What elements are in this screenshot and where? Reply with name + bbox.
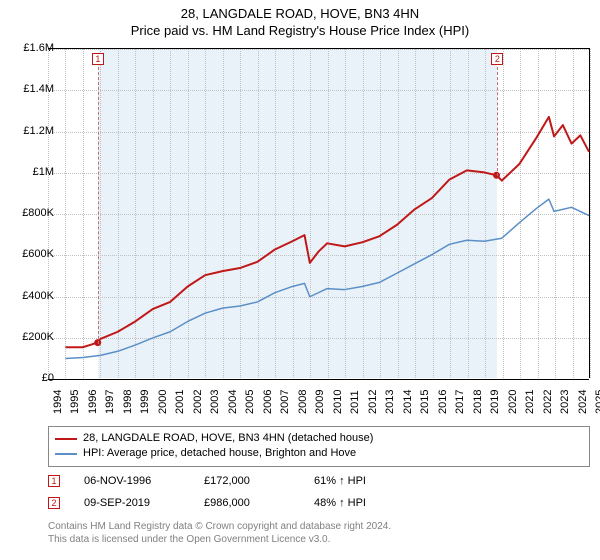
x-tick-label: 2001 [174,390,186,414]
legend-row-hpi: HPI: Average price, detached house, Brig… [55,446,583,461]
legend-box: 28, LANGDALE ROAD, HOVE, BN3 4HN (detach… [48,426,590,467]
gridline-v [590,49,591,378]
marker-box-1: 1 [92,53,104,65]
legend-label-hpi: HPI: Average price, detached house, Brig… [83,446,356,461]
y-tick-label: £0 [10,372,54,384]
sale-date-2: 09-SEP-2019 [84,497,204,509]
x-tick-label: 2009 [314,390,326,414]
sale-row-1: 1 06-NOV-1996 £172,000 61% ↑ HPI [48,470,414,492]
x-tick-label: 2005 [244,390,256,414]
x-tick-label: 2004 [227,390,239,414]
sales-table: 1 06-NOV-1996 £172,000 61% ↑ HPI 2 09-SE… [48,470,414,514]
y-tick-label: £800K [10,207,54,219]
x-tick-label: 2017 [454,390,466,414]
sale-row-2: 2 09-SEP-2019 £986,000 48% ↑ HPI [48,492,414,514]
series-hpi [65,199,589,358]
x-tick-label: 2008 [297,390,309,414]
x-tick-label: 2015 [419,390,431,414]
title-line2: Price paid vs. HM Land Registry's House … [0,23,600,40]
x-tick-label: 2014 [402,390,414,414]
legend-swatch-hpi [55,453,77,455]
y-tick-label: £1M [10,166,54,178]
sale-pct-1: 61% ↑ HPI [314,475,414,487]
legend-swatch-property [55,438,77,440]
x-tick-label: 2019 [489,390,501,414]
x-tick-label: 2012 [367,390,379,414]
sale-pct-2: 48% ↑ HPI [314,497,414,509]
y-tick-label: £1.6M [10,42,54,54]
x-tick-label: 2018 [472,390,484,414]
x-tick-label: 1998 [122,390,134,414]
chart-plot-area: 12 [48,48,590,378]
x-tick-label: 2013 [384,390,396,414]
x-tick-label: 2011 [349,390,361,414]
x-tick-label: 2000 [157,390,169,414]
sale-marker-1: 1 [48,475,60,487]
x-tick-label: 2016 [437,390,449,414]
x-tick-label: 2020 [507,390,519,414]
x-tick-label: 2007 [279,390,291,414]
footer-note: Contains HM Land Registry data © Crown c… [48,520,391,546]
legend-row-property: 28, LANGDALE ROAD, HOVE, BN3 4HN (detach… [55,431,583,446]
x-tick-label: 2003 [209,390,221,414]
sale-price-2: £986,000 [204,497,314,509]
x-tick-label: 2022 [542,390,554,414]
gridline-h [48,379,589,380]
x-tick-label: 1997 [104,390,116,414]
x-tick-label: 1995 [69,390,81,414]
sale-date-1: 06-NOV-1996 [84,475,204,487]
footer-line1: Contains HM Land Registry data © Crown c… [48,520,391,533]
legend-label-property: 28, LANGDALE ROAD, HOVE, BN3 4HN (detach… [83,431,373,446]
x-tick-label: 1999 [139,390,151,414]
x-tick-label: 2010 [332,390,344,414]
x-tick-label: 2025 [594,390,600,414]
x-tick-label: 2002 [192,390,204,414]
sale-price-1: £172,000 [204,475,314,487]
x-tick-label: 2024 [577,390,589,414]
y-tick-label: £200K [10,331,54,343]
marker-box-2: 2 [491,53,503,65]
y-tick-label: £600K [10,248,54,260]
chart-container: 28, LANGDALE ROAD, HOVE, BN3 4HN Price p… [0,0,600,560]
x-tick-label: 1996 [87,390,99,414]
y-tick-label: £400K [10,290,54,302]
y-tick-label: £1.4M [10,83,54,95]
sale-marker-2: 2 [48,497,60,509]
series-property [65,117,589,347]
footer-line2: This data is licensed under the Open Gov… [48,533,391,546]
title-block: 28, LANGDALE ROAD, HOVE, BN3 4HN Price p… [0,0,600,42]
marker-dashed-line [497,67,498,176]
x-tick-label: 1994 [52,390,64,414]
x-tick-label: 2021 [524,390,536,414]
x-tick-label: 2023 [559,390,571,414]
x-tick-label: 2006 [262,390,274,414]
title-line1: 28, LANGDALE ROAD, HOVE, BN3 4HN [0,6,600,23]
y-tick-label: £1.2M [10,125,54,137]
marker-dashed-line [98,67,99,344]
series-svg [48,49,589,378]
